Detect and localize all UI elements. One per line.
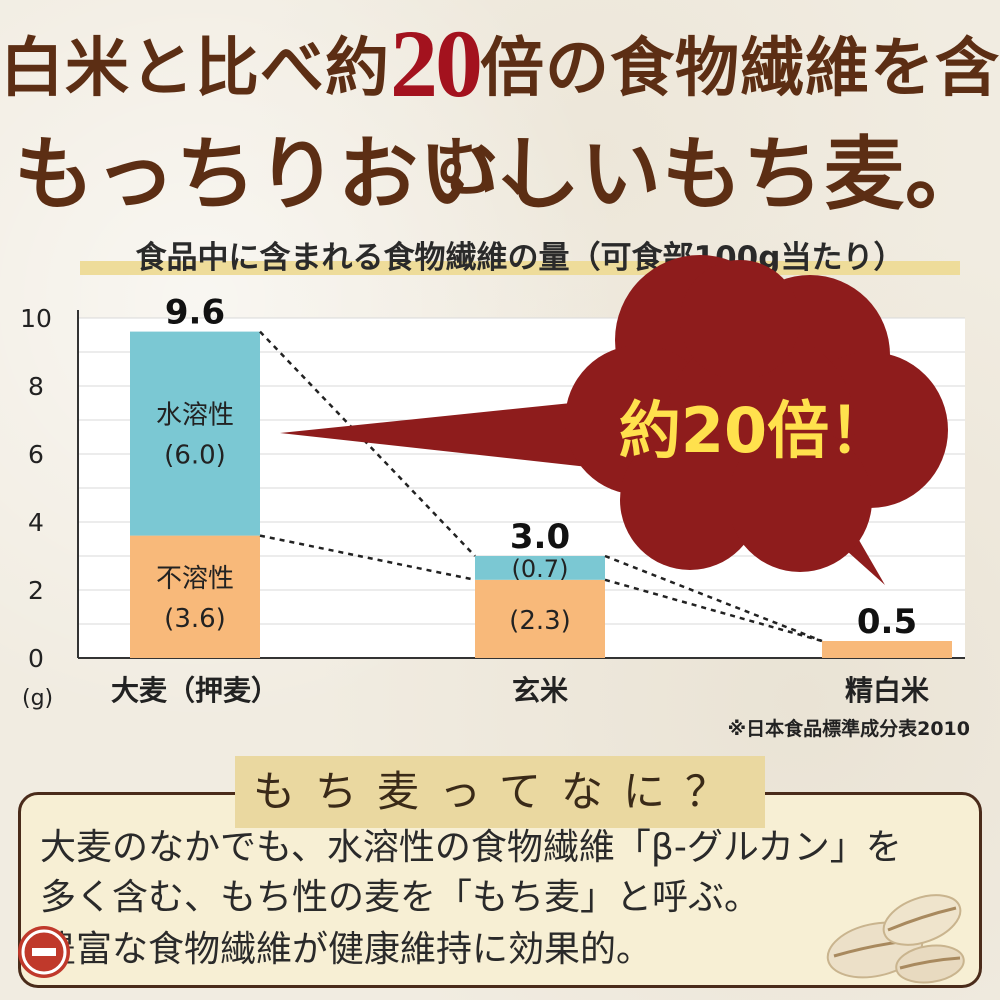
total-connector — [259, 330, 476, 557]
callout-bubble — [728, 428, 872, 572]
insoluble-connector — [604, 578, 823, 643]
bar-insoluble — [822, 641, 952, 658]
headline-line-2: もっちりおいしいもち麦。 — [14, 127, 986, 221]
bar-insoluble — [475, 579, 605, 658]
y-axis-unit: (g) — [22, 686, 53, 711]
headline-emphasis: 20 — [390, 10, 483, 117]
y-tick-label: 10 — [20, 304, 52, 333]
insoluble-label: (2.3) — [509, 606, 571, 636]
insoluble-label: (3.6) — [164, 604, 226, 634]
total-connector — [604, 554, 823, 643]
headline-line-1: 白米と比べ約20倍の食物繊維を含む、 — [0, 10, 1000, 207]
insoluble-connector — [259, 534, 476, 582]
info-line-1: 大麦のなかでも、水溶性の食物繊維「β-グルカン」を — [40, 827, 902, 868]
soluble-label: (0.7) — [512, 555, 569, 583]
y-tick-label: 6 — [28, 440, 44, 469]
source-note: ※日本食品標準成分表2010 — [727, 718, 970, 740]
insoluble-label: 不溶性 — [156, 564, 234, 594]
seal-icon — [18, 926, 70, 978]
info-line-3: 豊富な食物繊維が健康維持に効果的。 — [40, 929, 653, 970]
bar-soluble — [475, 556, 605, 580]
soluble-label: 水溶性 — [156, 401, 234, 431]
callout-pointer-left — [280, 398, 620, 470]
bar-total-label: 3.0 — [510, 517, 570, 557]
barley-grains-icon — [826, 894, 965, 984]
info-title: もち麦ってなに？ — [235, 756, 765, 828]
bar-total-label: 9.6 — [165, 293, 225, 333]
y-tick-label: 0 — [28, 644, 44, 673]
y-tick-label: 2 — [28, 576, 44, 605]
callout-bubble — [620, 430, 760, 570]
x-category-label: 大麦（押麦） — [111, 674, 279, 707]
soluble-label: (6.0) — [164, 441, 226, 471]
chart-subtitle: 食品中に含まれる食物繊維の量（可食部100g当たり） — [80, 238, 960, 278]
callout-text: 約20倍！ — [619, 394, 891, 467]
callout-bubble — [680, 260, 800, 380]
bar-soluble — [130, 331, 260, 536]
x-category-label: 玄米 — [512, 674, 568, 707]
bar-insoluble — [130, 535, 260, 658]
bar-total-label: 0.5 — [857, 602, 917, 642]
info-line-2: 多く含む、もち性の麦を「もち麦」と呼ぶ。 — [40, 877, 761, 918]
y-tick-label: 8 — [28, 372, 44, 401]
x-category-label: 精白米 — [845, 674, 929, 707]
fiber-bar-chart: 0 2 4 6 8 10 (g) 大麦（押麦） 9.6 玄米 3.0 精白米 0.5 不溶性 (3.6) 水溶… — [20, 255, 965, 711]
y-tick-label: 4 — [28, 508, 44, 537]
